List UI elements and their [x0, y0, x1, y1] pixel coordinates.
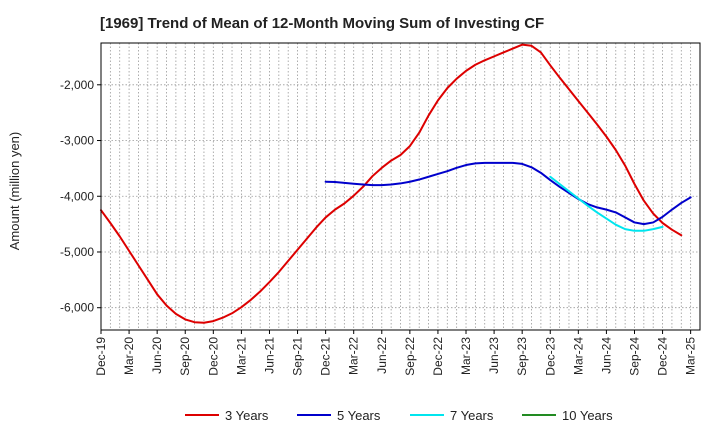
legend-label-3-years: 3 Years	[225, 408, 269, 423]
x-ticks: Dec-19 Mar-20 Jun-20 Sep-20 Dec-20 Mar-21 Jun-…	[94, 330, 698, 376]
x-tick-label: Sep-22	[403, 337, 417, 376]
legend-label-7-years: 7 Years	[450, 408, 494, 423]
y-tick-label: -2,000	[60, 78, 94, 92]
legend: 3 Years 5 Years 7 Years 10 Years	[185, 408, 613, 423]
x-tick-label: Mar-21	[234, 337, 248, 375]
x-tick-label: Dec-22	[431, 337, 445, 376]
x-tick-label: Dec-20	[206, 337, 220, 376]
y-axis-label: Amount (million yen)	[7, 132, 22, 251]
x-tick-label: Sep-24	[627, 337, 641, 376]
x-tick-label: Mar-25	[684, 337, 698, 375]
y-tick-label: -6,000	[60, 301, 94, 315]
series-line-5-years	[324, 161, 692, 226]
series-group	[100, 43, 692, 324]
x-tick-label: Dec-23	[543, 337, 557, 376]
series-line-3-years	[100, 43, 683, 324]
chart-title: [1969] Trend of Mean of 12-Month Moving …	[100, 15, 544, 32]
x-tick-label: Jun-23	[487, 337, 501, 374]
legend-label-10-years: 10 Years	[562, 408, 613, 423]
x-tick-label: Jun-21	[262, 337, 276, 374]
x-tick-label: Mar-22	[347, 337, 361, 375]
y-tick-label: -5,000	[60, 245, 94, 259]
y-tick-label: -3,000	[60, 134, 94, 148]
legend-label-5-years: 5 Years	[337, 408, 381, 423]
x-tick-label: Dec-24	[656, 337, 670, 376]
grid	[101, 43, 700, 330]
x-tick-label: Jun-20	[150, 337, 164, 374]
x-tick-label: Mar-24	[571, 337, 585, 375]
y-ticks: -6,000 -5,000 -4,000 -3,000 -2,000	[60, 78, 101, 315]
x-tick-label: Sep-23	[515, 337, 529, 376]
x-tick-label: Sep-20	[178, 337, 192, 376]
y-tick-label: -4,000	[60, 189, 94, 203]
x-tick-label: Mar-23	[459, 337, 473, 375]
x-tick-label: Jun-22	[375, 337, 389, 374]
x-tick-label: Dec-19	[94, 337, 108, 376]
x-tick-label: Mar-20	[122, 337, 136, 375]
x-tick-label: Dec-21	[319, 337, 333, 376]
x-tick-label: Jun-24	[599, 337, 613, 374]
plot-frame	[100, 42, 701, 331]
series-line-7-years	[549, 175, 664, 232]
x-tick-label: Sep-21	[291, 337, 305, 376]
